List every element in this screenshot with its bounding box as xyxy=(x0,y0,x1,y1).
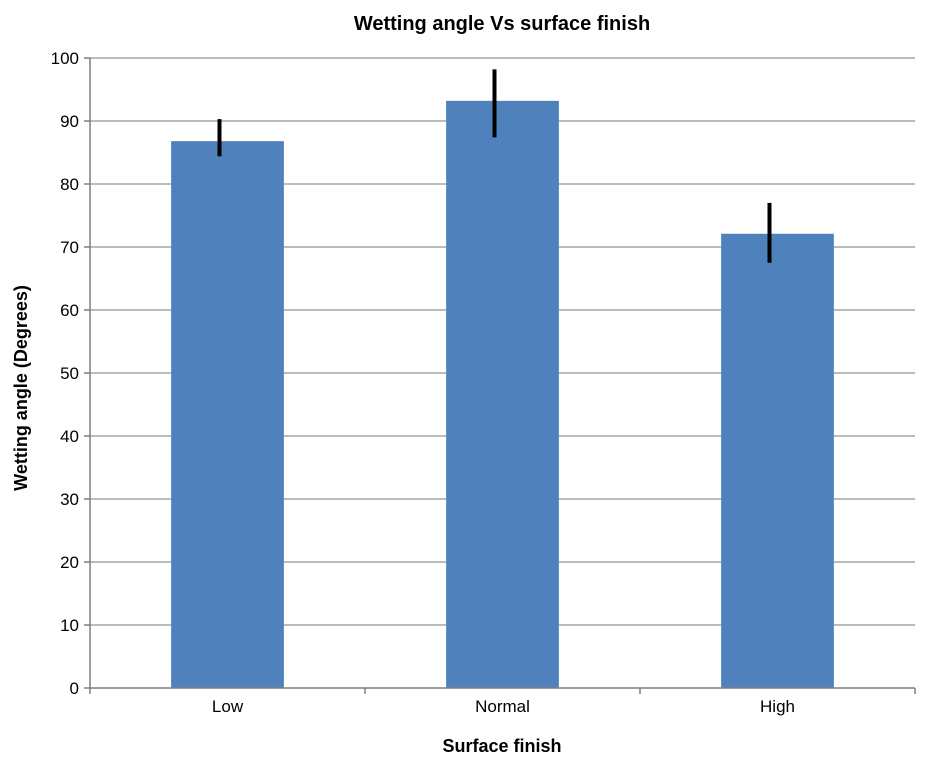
x-tick-label-high: High xyxy=(760,697,795,716)
chart-title: Wetting angle Vs surface finish xyxy=(354,13,650,35)
y-tick-label: 30 xyxy=(60,490,79,509)
bar-normal xyxy=(446,100,559,689)
x-tick-label-low: Low xyxy=(212,697,244,716)
axes xyxy=(84,57,916,694)
y-tick-label: 40 xyxy=(60,427,79,446)
y-tick-label: 60 xyxy=(60,301,79,320)
bars xyxy=(171,100,834,689)
x-axis-title: Surface finish xyxy=(442,736,561,756)
x-tick-label-normal: Normal xyxy=(475,697,530,716)
bar-high xyxy=(721,233,834,688)
y-tick-label: 80 xyxy=(60,175,79,194)
error-bars xyxy=(217,69,772,263)
y-tick-label: 90 xyxy=(60,112,79,131)
y-tick-labels: 0 10 20 30 40 50 60 70 80 90 100 xyxy=(51,49,79,698)
y-tick-label: 50 xyxy=(60,364,79,383)
y-tick-label: 20 xyxy=(60,553,79,572)
y-tick-label: 10 xyxy=(60,616,79,635)
bar-low xyxy=(171,141,284,688)
y-axis-title: Wetting angle (Degrees) xyxy=(11,285,31,491)
y-tick-label: 100 xyxy=(51,49,79,68)
y-tick-label: 70 xyxy=(60,238,79,257)
y-tick-label: 0 xyxy=(70,679,79,698)
x-tick-labels: Low Normal High xyxy=(212,697,795,716)
